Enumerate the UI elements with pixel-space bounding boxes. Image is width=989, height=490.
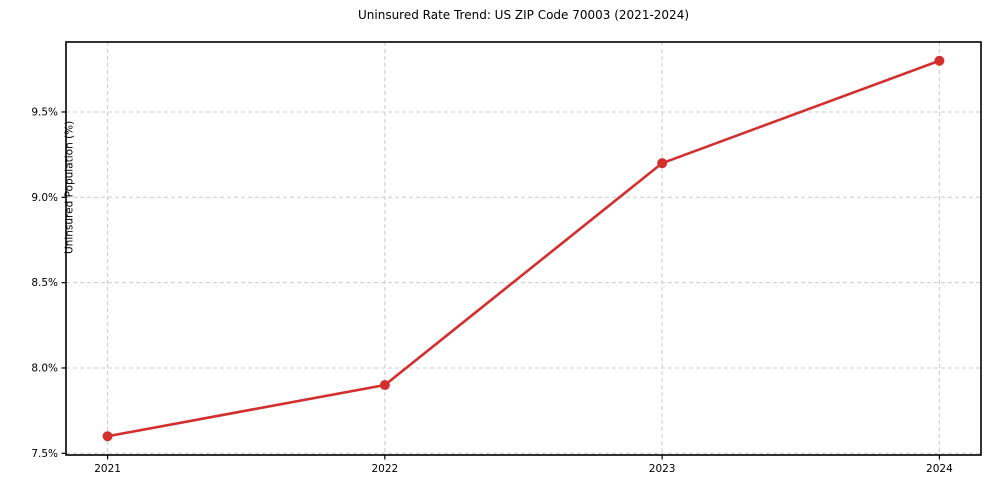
y-tick-label: 8.0% [31,362,58,374]
x-tick-label: 2022 [371,463,398,475]
y-tick-label: 8.5% [31,277,58,289]
data-point-marker [934,55,945,66]
y-tick-label: 7.5% [31,448,58,460]
x-tick-label: 2024 [926,463,953,475]
data-point-marker [379,380,390,391]
data-point-marker [657,158,668,169]
plot-border [65,41,982,456]
x-tick-label: 2021 [94,463,121,475]
y-tick-label: 9.0% [31,192,58,204]
chart-title: Uninsured Rate Trend: US ZIP Code 70003 … [357,8,690,22]
trend-line [106,59,941,438]
data-point-marker [102,431,113,442]
y-tick-label: 9.5% [31,106,58,118]
x-tick-label: 2023 [649,463,676,475]
